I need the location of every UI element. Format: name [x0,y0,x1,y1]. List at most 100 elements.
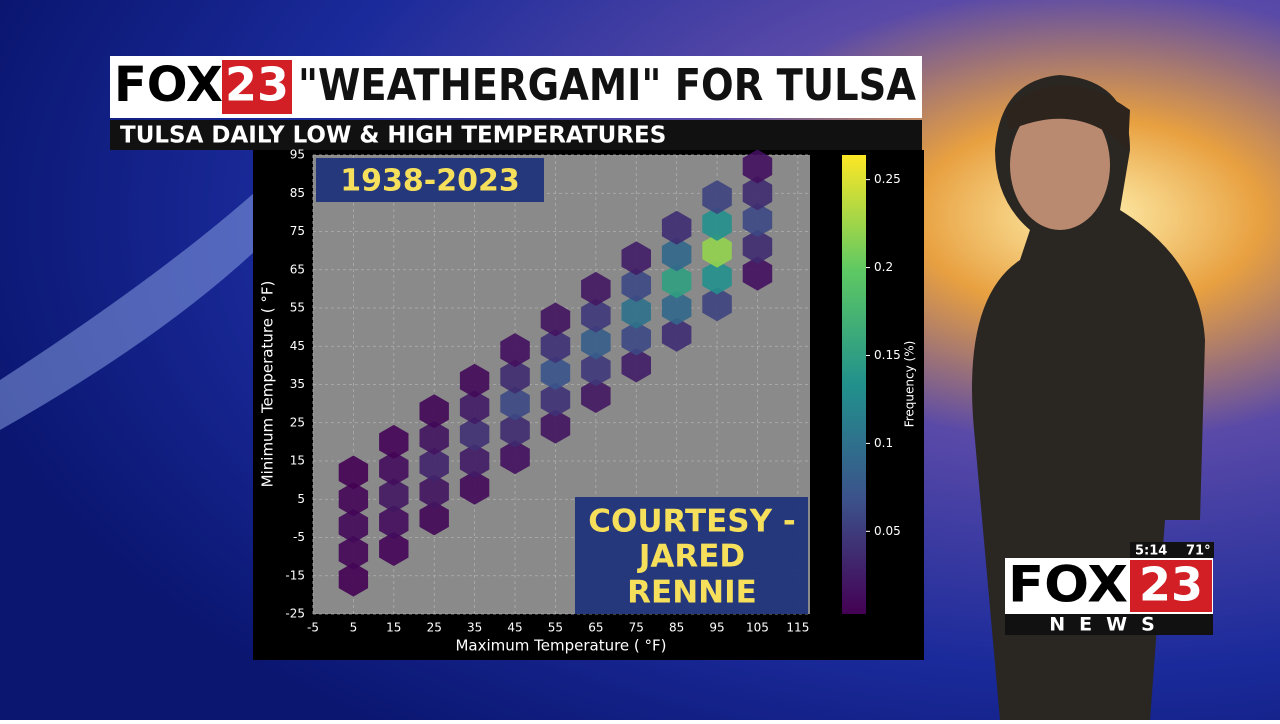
y-axis-label: Minimum Temperature ( °F) [259,281,277,488]
y-tick-label: -15 [285,568,305,582]
hexbin-cell [621,321,651,356]
x-tick-label: -5 [307,621,319,635]
colorbar-tick-label: 0.1 [874,436,893,450]
y-tick-label: -25 [285,607,305,621]
x-axis-label: Maximum Temperature ( °F) [455,637,666,655]
hexbin-cell [419,474,449,509]
hexbin-cell [540,409,571,444]
hexbin-cell [702,233,732,268]
presenter-face [1010,100,1110,230]
hexbin-cell [581,325,611,360]
bug-news-bar [1005,614,1213,635]
hexbin-cell [621,294,651,329]
colorbar-label: Frequency (%) [903,341,917,428]
hexbin-cell [500,386,530,421]
y-tick-label: 55 [290,301,305,315]
hexbin-cell [379,451,409,486]
colorbar-tick-label: 0.05 [874,524,901,538]
hexbin-cell [459,390,490,425]
bug-news: NEWS [1049,614,1169,636]
hexbin-cell [742,176,773,211]
hexbin-cell [702,206,732,241]
title: "WEATHERGAMI" FOR TULSA [298,60,916,111]
credit-line: JARED [637,539,745,575]
hexbin-cell [500,413,530,448]
hexbin-cell [419,447,449,482]
colorbar-tick-label: 0.25 [874,172,901,186]
bug-fox: FOX [1008,556,1128,614]
hexbin-cell [379,424,409,459]
x-tick-label: 5 [350,621,358,635]
y-tick-label: 65 [290,262,305,276]
hexbin-cell [500,359,530,394]
hexbin-cell [581,379,611,413]
subtitle-bar [110,120,922,150]
hexbin-cell [338,535,369,570]
x-tick-label: 105 [746,621,769,635]
bug-num: 23 [1139,558,1203,612]
years: 1938-2023 [340,164,519,199]
logo-fox: FOX [114,57,223,113]
hexbin-cell [742,203,773,237]
hexbin-cell [459,363,490,398]
hexbin-cell [459,444,490,478]
hexbin-cell [621,348,651,383]
decor [0,150,330,430]
hexbin-cell [621,241,651,276]
hexbin-cell [338,562,369,597]
hexbin-cell [379,532,409,566]
hexbin-cell [379,478,409,513]
hexbin-cell [581,298,611,333]
hexbin-cell [500,440,530,475]
x-tick-label: 75 [629,621,644,635]
hexbin-cell [419,501,449,536]
bug-num-box [1130,560,1212,612]
colorbar [842,155,866,614]
hexbin-cell [661,264,692,299]
y-tick-label: 5 [297,492,305,506]
hexbin-cell [742,229,773,264]
years-box [316,158,544,202]
hexbin-cell [338,509,369,543]
hexbin-cell [338,455,369,490]
subtitle: TULSA DAILY LOW & HIGH TEMPERATURES [120,123,666,149]
y-tick-label: 35 [290,377,305,391]
credit-box [575,497,808,614]
bug-info-bar [1130,542,1214,558]
hexbin-cell [459,417,490,452]
hexbin-cell [419,394,449,429]
hexbin-cell [621,268,651,303]
hexbin-cell [702,260,732,295]
y-tick-label: 25 [290,415,305,429]
hexbin-cell [581,271,611,306]
bug-temp: 71° [1186,544,1211,559]
hexbin-cell [661,237,692,272]
x-tick-label: 25 [427,621,442,635]
y-tick-label: 95 [290,148,305,162]
hexbin-cell [742,256,773,291]
hexbin-cell [742,149,773,184]
y-tick-label: -5 [293,530,305,544]
y-tick-label: 75 [290,224,305,238]
hexbin-cell [379,505,409,540]
logo-box [222,60,292,114]
presenter-hair [1005,85,1130,150]
colorbar-tick-label: 0.15 [874,348,901,362]
hexbin-cell [500,333,530,368]
hexbin-cell [661,291,692,325]
hexbin-cell [540,329,571,364]
y-tick-label: 45 [290,339,305,353]
bug-time: 5:14 [1135,544,1167,559]
hexbin-cell [661,210,692,245]
x-tick-label: 85 [669,621,684,635]
hexbin-cell [459,470,490,505]
hexbin-cell [540,356,571,390]
x-tick-label: 45 [507,621,522,635]
x-tick-label: 55 [548,621,563,635]
y-tick-label: 15 [290,454,305,468]
x-tick-label: 65 [588,621,603,635]
hexbin-cell [338,482,369,517]
credit-line: COURTESY - [588,504,796,540]
logo-num: 23 [225,58,289,112]
